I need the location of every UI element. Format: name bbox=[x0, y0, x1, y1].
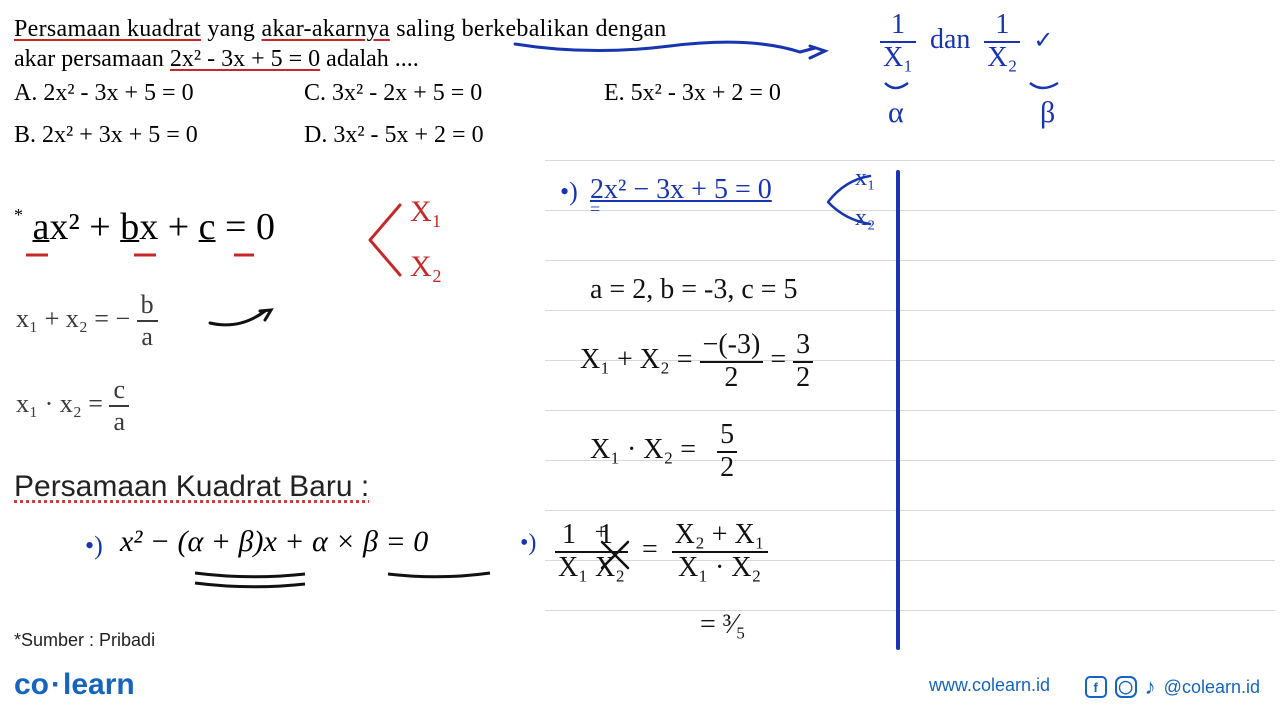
bullet: •) bbox=[85, 532, 103, 561]
q-word: akar persamaan bbox=[14, 46, 164, 72]
sum-calc: X₁ + X₂ = −(-3)2 = 32 bbox=[580, 330, 813, 394]
coef-c: c bbox=[199, 206, 216, 248]
option-b: B. 2x² + 3x + 5 = 0 bbox=[14, 122, 198, 149]
brand-logo: co·learn bbox=[14, 668, 135, 702]
q-equation: 2x² - 3x + 5 = 0 bbox=[170, 46, 320, 72]
coeff-values: a = 2, b = -3, c = 5 bbox=[590, 275, 798, 306]
website-url: www.colearn.id bbox=[929, 675, 1050, 696]
beta-label: β bbox=[1040, 96, 1055, 129]
root-x2: X₂ bbox=[410, 250, 442, 283]
given-equation: 2x² − 3x + 5 = 0 bbox=[590, 175, 772, 206]
branch-x1: x₁ bbox=[855, 165, 875, 191]
reciprocal-result: = ³⁄₅ bbox=[700, 610, 746, 641]
prod-calc: X₁ · X₂ = 52 bbox=[590, 420, 737, 484]
q-word: Persamaan kuadrat bbox=[14, 16, 201, 42]
q-word: adalah .... bbox=[326, 46, 419, 72]
eq-underlines bbox=[190, 568, 510, 598]
root-x1: X₁ bbox=[410, 195, 442, 228]
plus-sign: + bbox=[595, 520, 607, 544]
tiktok-icon: ♪ bbox=[1145, 674, 1156, 700]
social-row: f ◯ ♪ @colearn.id bbox=[1085, 674, 1260, 700]
vieta-product: x₁ · x₂ = ca bbox=[16, 375, 129, 437]
instagram-icon: ◯ bbox=[1115, 676, 1137, 698]
social-handle: @colearn.id bbox=[1164, 677, 1260, 698]
branch-x2: x₂ bbox=[855, 205, 875, 231]
option-a: A. 2x² - 3x + 5 = 0 bbox=[14, 80, 194, 107]
vertical-divider bbox=[896, 170, 900, 650]
new-quadratic-eq: x² − (α + β)x + α × β = 0 bbox=[120, 525, 428, 559]
vieta-sum: x₁ + x₂ = − ba bbox=[16, 290, 158, 352]
source-label: *Sumber : Pribadi bbox=[14, 630, 155, 651]
q-word: akar-akarnya bbox=[262, 16, 390, 42]
option-e: E. 5x² - 3x + 2 = 0 bbox=[604, 80, 781, 107]
general-quadratic: * ax² + bx + c = 0 bbox=[14, 205, 275, 249]
dbl-underline: = bbox=[590, 200, 600, 220]
swoosh-1 bbox=[205, 305, 285, 335]
new-quadratic-title: Persamaan Kuadrat Baru : bbox=[14, 470, 369, 504]
option-c: C. 3x² - 2x + 5 = 0 bbox=[304, 80, 482, 107]
abc-red-underlines bbox=[26, 252, 346, 262]
option-d: D. 3x² - 5x + 2 = 0 bbox=[304, 122, 484, 149]
asterisk: * bbox=[14, 205, 23, 225]
reciprocal-sum: 1 1X₁ X₂ = X₂ + X₁X₁ · X₂ bbox=[555, 520, 768, 584]
reciprocal-note: 1X₁ dan 1X₂ ✓ bbox=[880, 10, 1054, 74]
alpha-label: α bbox=[888, 96, 904, 129]
bullet-2: •) bbox=[560, 178, 578, 207]
bullet-3: •) bbox=[520, 530, 536, 556]
facebook-icon: f bbox=[1085, 676, 1107, 698]
q-word: yang bbox=[207, 16, 255, 42]
coef-a: a bbox=[33, 206, 50, 248]
blue-underline-wave bbox=[510, 38, 830, 72]
coef-b: b bbox=[120, 206, 139, 248]
